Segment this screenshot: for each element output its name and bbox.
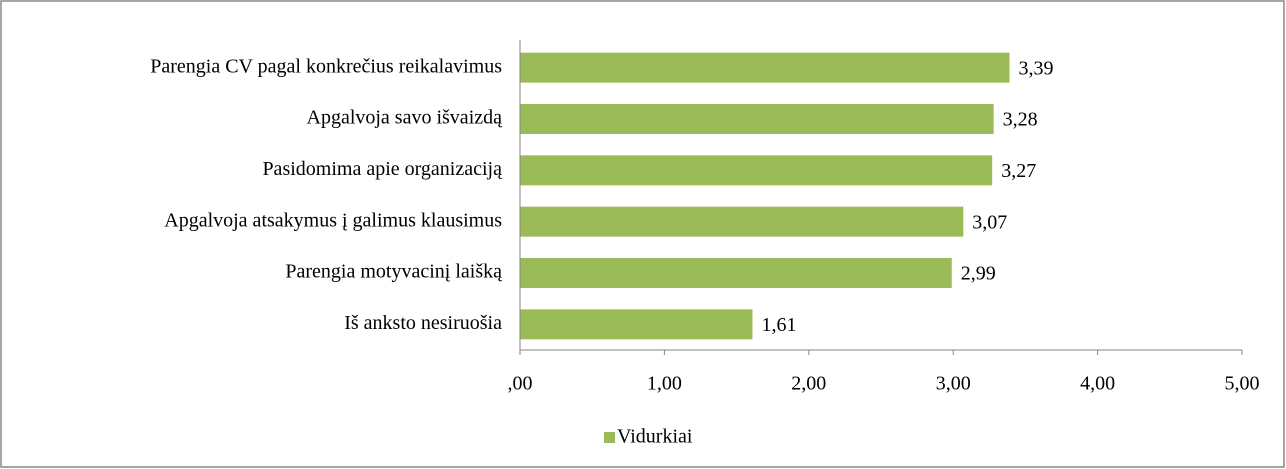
- y-tick-label: Iš anksto nesiruošia: [344, 312, 502, 334]
- y-tick-label: Apgalvoja savo išvaizdą: [307, 107, 504, 129]
- bar: [520, 309, 753, 340]
- y-tick-label: Parengia CV pagal konkrečius reikalavimu…: [150, 55, 502, 77]
- bar: [520, 52, 1010, 83]
- bar: [520, 258, 952, 288]
- y-tick-label: Pasidomima apie organizaciją: [262, 158, 503, 180]
- x-tick-label: 3,00: [936, 373, 971, 395]
- value-label: 1,61: [761, 314, 796, 336]
- y-tick-label: Parengia motyvacinį laišką: [285, 261, 503, 283]
- value-label: 3,28: [1003, 109, 1038, 131]
- x-tick-label: 4,00: [1080, 373, 1115, 395]
- legend-swatch: [604, 432, 615, 443]
- y-tick-label: Apgalvoja atsakymus į galimus klausimus: [164, 209, 502, 231]
- x-tick-label: ,00: [508, 373, 533, 395]
- bar: [520, 206, 964, 237]
- bar: [520, 155, 993, 186]
- value-label: 3,39: [1019, 57, 1054, 79]
- x-tick-label: 5,00: [1225, 373, 1260, 395]
- bar: [520, 104, 994, 134]
- legend-label: Vidurkiai: [617, 426, 693, 448]
- x-tick-label: 2,00: [791, 373, 826, 395]
- value-label: 2,99: [961, 263, 996, 285]
- value-label: 3,27: [1001, 160, 1036, 182]
- x-tick-label: 1,00: [647, 373, 682, 395]
- value-label: 3,07: [972, 211, 1007, 233]
